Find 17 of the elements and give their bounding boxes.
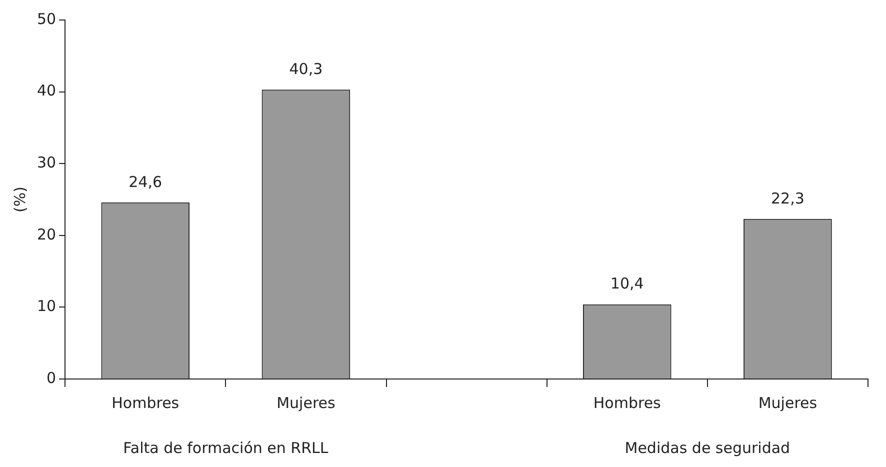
x-tick-label: Mujeres bbox=[276, 394, 336, 412]
x-tick-label: Hombres bbox=[112, 394, 180, 412]
y-tick-label: 30 bbox=[36, 153, 56, 172]
data-label: 10,4 bbox=[610, 274, 644, 293]
y-tick-label: 40 bbox=[36, 82, 56, 100]
data-label: 40,3 bbox=[289, 60, 323, 78]
y-tick-label: 50 bbox=[36, 10, 56, 28]
x-tick-label: Mujeres bbox=[758, 394, 818, 412]
data-label: 22,3 bbox=[771, 189, 804, 208]
x-tick-label: Hombres bbox=[593, 394, 662, 412]
text: Falta de formación en RRLL bbox=[123, 439, 329, 457]
y-tick-label: 20 bbox=[36, 225, 56, 244]
y-axis-title: (%) bbox=[10, 186, 29, 212]
data-label: 24,6 bbox=[128, 172, 162, 191]
text: Medidas de seguridad bbox=[624, 439, 790, 457]
y-tick-label: 0 bbox=[46, 368, 56, 387]
y-tick-label: 10 bbox=[36, 297, 56, 316]
